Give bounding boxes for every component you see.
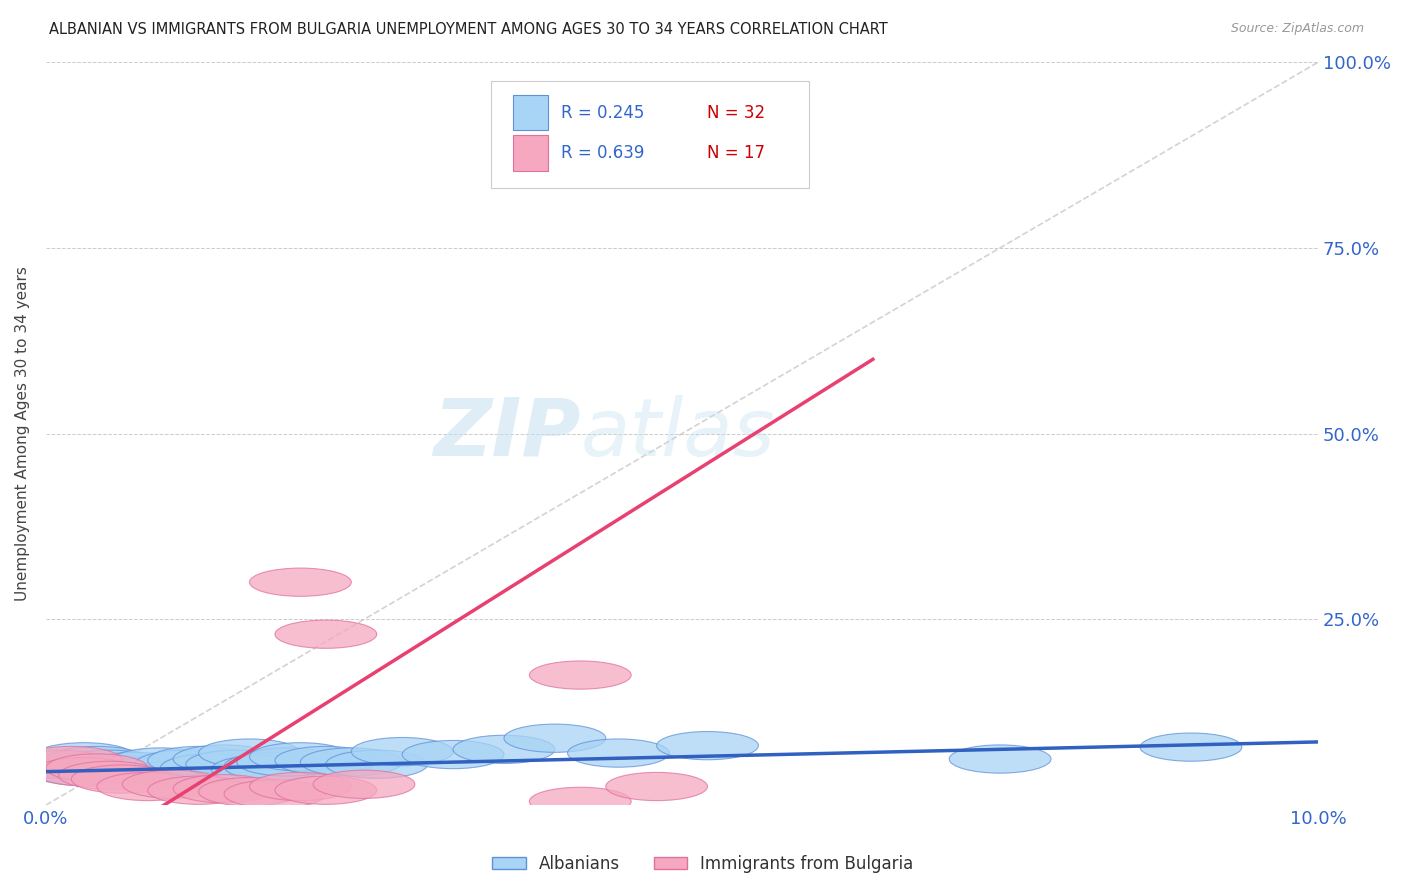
- FancyBboxPatch shape: [513, 95, 548, 130]
- Text: atlas: atlas: [581, 394, 775, 473]
- Ellipse shape: [276, 747, 377, 774]
- Ellipse shape: [606, 772, 707, 801]
- Ellipse shape: [326, 750, 427, 779]
- Ellipse shape: [657, 731, 758, 760]
- FancyBboxPatch shape: [513, 135, 548, 170]
- Ellipse shape: [198, 778, 301, 805]
- Ellipse shape: [314, 770, 415, 798]
- Ellipse shape: [34, 743, 135, 771]
- Ellipse shape: [46, 747, 148, 774]
- Ellipse shape: [249, 743, 352, 771]
- Ellipse shape: [301, 747, 402, 776]
- Ellipse shape: [110, 747, 211, 776]
- Y-axis label: Unemployment Among Ages 30 to 34 years: Unemployment Among Ages 30 to 34 years: [15, 266, 30, 601]
- Ellipse shape: [198, 739, 301, 767]
- Ellipse shape: [21, 747, 122, 774]
- Ellipse shape: [59, 750, 160, 779]
- Ellipse shape: [46, 754, 148, 782]
- Ellipse shape: [402, 740, 503, 769]
- Ellipse shape: [530, 788, 631, 815]
- Ellipse shape: [224, 780, 326, 808]
- Legend: Albanians, Immigrants from Bulgaria: Albanians, Immigrants from Bulgaria: [486, 848, 920, 880]
- Ellipse shape: [530, 661, 631, 690]
- Ellipse shape: [224, 752, 326, 780]
- Ellipse shape: [148, 776, 249, 805]
- Ellipse shape: [249, 568, 352, 597]
- Ellipse shape: [84, 752, 186, 780]
- Ellipse shape: [148, 747, 249, 774]
- Ellipse shape: [122, 761, 224, 789]
- Text: R = 0.245: R = 0.245: [561, 103, 644, 121]
- Ellipse shape: [236, 747, 339, 776]
- Ellipse shape: [97, 757, 198, 786]
- Ellipse shape: [135, 750, 236, 779]
- Ellipse shape: [568, 739, 669, 767]
- Ellipse shape: [72, 765, 173, 793]
- Ellipse shape: [160, 754, 263, 782]
- Ellipse shape: [186, 750, 288, 779]
- Ellipse shape: [59, 761, 160, 789]
- Text: ZIP: ZIP: [433, 394, 581, 473]
- Ellipse shape: [949, 745, 1050, 773]
- Text: ALBANIAN VS IMMIGRANTS FROM BULGARIA UNEMPLOYMENT AMONG AGES 30 TO 34 YEARS CORR: ALBANIAN VS IMMIGRANTS FROM BULGARIA UNE…: [49, 22, 889, 37]
- Text: R = 0.639: R = 0.639: [561, 144, 644, 161]
- Ellipse shape: [34, 757, 135, 786]
- Ellipse shape: [97, 772, 198, 801]
- Ellipse shape: [34, 757, 135, 786]
- Text: N = 32: N = 32: [707, 103, 766, 121]
- Ellipse shape: [72, 756, 173, 783]
- Ellipse shape: [249, 772, 352, 801]
- Ellipse shape: [122, 770, 224, 798]
- Ellipse shape: [276, 776, 377, 805]
- Ellipse shape: [211, 756, 314, 783]
- Ellipse shape: [503, 724, 606, 752]
- FancyBboxPatch shape: [491, 80, 810, 188]
- Ellipse shape: [173, 774, 276, 803]
- Ellipse shape: [352, 738, 453, 765]
- Ellipse shape: [453, 735, 555, 764]
- Ellipse shape: [173, 745, 276, 773]
- Ellipse shape: [8, 754, 110, 782]
- Text: N = 17: N = 17: [707, 144, 765, 161]
- Ellipse shape: [8, 750, 110, 779]
- Text: Source: ZipAtlas.com: Source: ZipAtlas.com: [1230, 22, 1364, 36]
- Ellipse shape: [1140, 733, 1241, 761]
- Ellipse shape: [276, 620, 377, 648]
- Ellipse shape: [21, 750, 122, 779]
